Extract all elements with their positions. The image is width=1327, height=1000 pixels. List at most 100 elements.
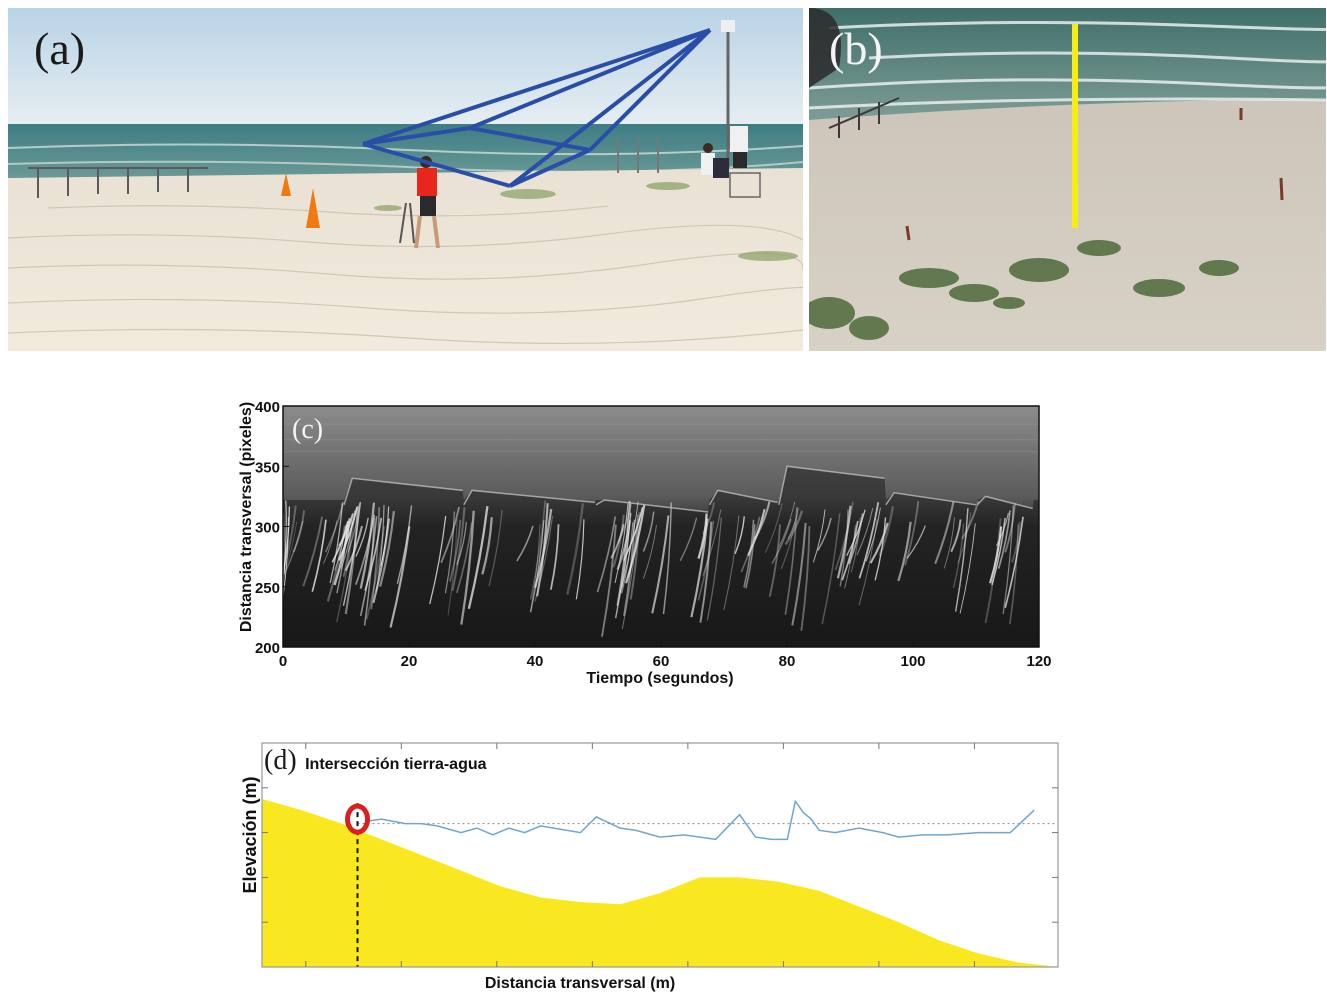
swash-streak [651,515,670,614]
swash-streak [326,525,346,602]
swash-streak [848,513,864,565]
swash-streak [292,510,306,553]
profile-svg [261,742,1059,968]
swash-streak [372,518,391,604]
y-axis-label: Distancia transversal (pixeles) [238,401,255,633]
swash-streak [467,506,489,609]
swash-streak [440,506,460,564]
photo-b: (b) [809,8,1326,351]
y-tick-label: 200 [255,640,280,657]
swash-streak [743,519,755,588]
swash-streak [906,525,926,559]
swash-streak [516,525,534,562]
x-tick-label: 120 [1026,653,1051,670]
profile-frame [261,742,1059,968]
swash-streak [991,517,1006,586]
x-tick-label: 100 [900,653,925,670]
swash-streak [957,512,972,564]
swash-streak [460,510,475,625]
x-tick-label: 20 [401,653,418,670]
swash-streak [706,517,722,621]
beach-profile-area [262,799,1058,967]
swash-streak [283,521,298,577]
swash-streak [989,526,1003,584]
swash-streak [697,513,708,559]
swash-streak [791,522,807,626]
swash-streak [323,520,338,564]
swash-streak [456,522,473,594]
swash-streak [536,503,549,597]
y-tick-label: 250 [255,580,280,597]
swash-streak [787,507,799,540]
swash-streak [954,508,969,612]
swash-streak [817,517,832,551]
swash-streak [283,520,304,575]
runup-crest [343,477,463,506]
runup-crest [463,489,595,506]
swash-streak [283,500,287,584]
swash-streak [311,519,327,592]
swash-streak [959,523,976,614]
swash-streak [858,519,878,606]
x-tick-label: 40 [527,653,544,670]
x-tick-label: 0 [279,653,287,670]
swash-streak [702,509,722,577]
swash-streak [575,519,585,600]
swash-streak [642,525,657,579]
swash-streak [481,517,493,575]
swash-streak [621,501,631,588]
x-tick-label: 80 [779,653,796,670]
swash-streak [723,515,740,611]
swash-streak [858,502,880,579]
swash-streak [1009,524,1019,625]
swash-streak [878,505,895,557]
swash-streak [821,513,841,625]
profile-chart: (d) Intersección tierra-agua Distancia t… [0,735,1327,995]
swash-streak [784,510,804,546]
swash-streak [702,502,715,535]
profile-x-axis-label: Distancia transversal (m) [484,975,676,992]
swash-streak [338,513,354,547]
photo-b-drawing [809,8,1326,351]
swash-streak [952,523,965,589]
swash-streak [780,521,796,570]
swash-streak [529,500,547,600]
swash-streak [834,501,854,571]
water-level-line [365,799,1035,841]
swash-streak [449,519,462,582]
swash-streak [699,521,713,623]
swash-streak [934,501,955,565]
swash-streak [995,512,1009,547]
swash-streak [444,511,455,594]
swash-streak [841,520,859,581]
swash-streak [530,520,545,613]
swash-streak [768,524,781,597]
y-tick-label: 350 [255,459,280,476]
x-tick-label: 60 [653,653,670,670]
swash-streak [302,516,324,587]
swash-streak [812,509,826,563]
swash-streak [359,502,376,589]
swash-streak [429,515,447,605]
y-tick-label: 300 [255,520,280,537]
swash-streak [616,500,631,606]
swash-streak [679,517,698,562]
swash-streak [662,502,672,615]
swash-streak [549,524,560,590]
swash-streak [943,517,955,569]
swash-streak [734,516,745,555]
swash-streak [614,503,629,584]
panel-letter-d: (d) [264,745,297,776]
swash-streak [1011,521,1021,563]
swash-streak [764,503,783,554]
runup-crest [595,499,709,513]
intersection-marker [345,803,371,835]
swash-streak [451,507,466,592]
swash-streak [690,518,709,618]
swash-streak [596,516,617,593]
swash-streak [396,505,413,585]
timestack-plot [283,423,1039,647]
swash-streak [623,507,644,561]
swash-streak [370,507,381,610]
swash-streak [379,510,396,587]
